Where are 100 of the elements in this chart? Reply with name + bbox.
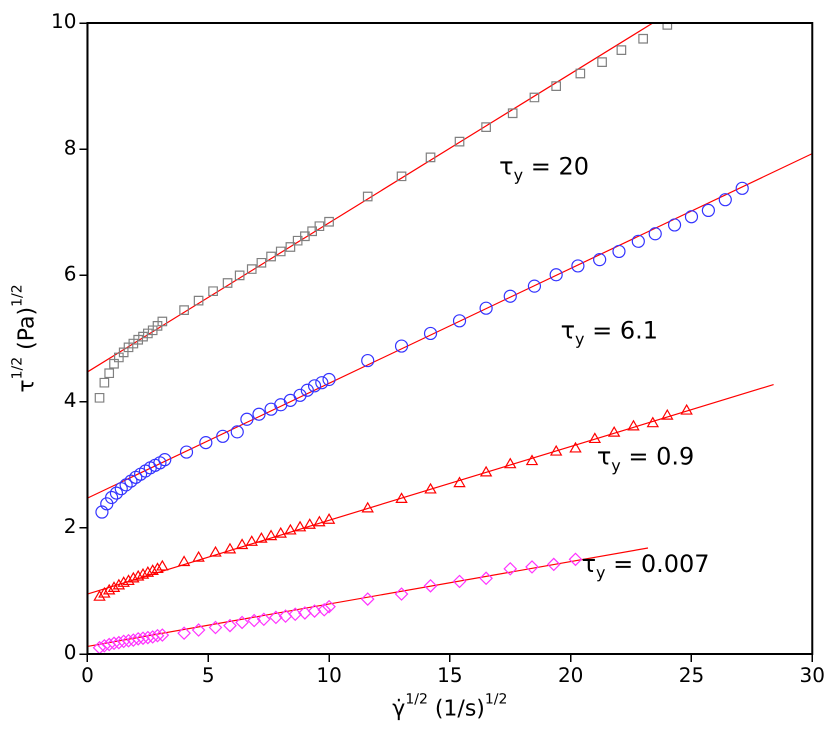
point [158, 453, 172, 466]
y-tick-label: 0 [64, 640, 76, 664]
point [680, 404, 692, 415]
point [648, 227, 662, 240]
point [117, 634, 130, 648]
point [129, 470, 142, 484]
point [138, 332, 148, 342]
point [452, 574, 466, 588]
point [323, 514, 335, 524]
point [113, 579, 125, 590]
point [178, 556, 190, 566]
point [246, 264, 257, 274]
x-tick-label: 25 [678, 663, 704, 688]
point [148, 458, 162, 472]
x-tick-label: 20 [558, 663, 584, 688]
point [199, 436, 212, 450]
point [118, 348, 129, 358]
point [177, 626, 191, 640]
point [152, 562, 164, 574]
point [426, 152, 436, 162]
y-tick-label: 2 [64, 514, 76, 538]
point [216, 430, 230, 443]
point [286, 242, 296, 252]
point [284, 394, 297, 407]
point [571, 259, 585, 273]
point [550, 445, 562, 456]
point [550, 268, 563, 282]
point [128, 338, 138, 348]
point [668, 218, 682, 232]
point [133, 334, 144, 345]
point [276, 246, 286, 256]
point [109, 358, 119, 369]
point [298, 606, 312, 620]
point [662, 410, 674, 420]
point [300, 384, 314, 397]
point [257, 612, 270, 626]
point [179, 305, 189, 315]
point [361, 354, 374, 368]
point [300, 231, 310, 242]
point [128, 572, 140, 583]
point [638, 34, 648, 44]
point [107, 636, 121, 650]
point [134, 468, 148, 481]
point [394, 587, 408, 601]
y-tick-label: 8 [64, 135, 76, 160]
point [120, 478, 133, 492]
point [528, 280, 542, 293]
point [142, 566, 154, 577]
point [98, 639, 111, 652]
point [480, 572, 493, 585]
point [322, 372, 336, 386]
point [122, 574, 134, 586]
point [126, 634, 140, 647]
point [362, 192, 373, 202]
point [208, 286, 218, 296]
point [153, 456, 167, 470]
point [141, 630, 154, 644]
point [122, 634, 136, 648]
point [192, 623, 206, 637]
point [307, 226, 317, 236]
point [480, 466, 492, 477]
point [98, 587, 110, 598]
point [612, 244, 626, 258]
point [144, 461, 157, 474]
point [146, 564, 158, 575]
point [396, 492, 408, 504]
point [589, 432, 601, 444]
point [288, 608, 302, 621]
point [264, 402, 278, 416]
point [530, 92, 540, 102]
point [223, 619, 237, 632]
point [156, 560, 168, 571]
point [684, 210, 698, 224]
point [593, 253, 606, 266]
point [570, 442, 582, 453]
point [293, 388, 307, 402]
point [103, 584, 115, 594]
point [222, 278, 232, 288]
point [504, 562, 517, 576]
point [266, 252, 276, 262]
point [294, 521, 306, 532]
x-tick-label: 0 [81, 663, 94, 688]
point [362, 502, 374, 512]
point [105, 490, 118, 504]
point [632, 234, 645, 248]
point [132, 632, 145, 646]
x-tick-label: 5 [202, 663, 215, 688]
point [252, 408, 266, 421]
point [92, 641, 106, 654]
point [110, 486, 124, 500]
point [137, 568, 149, 579]
point [148, 325, 158, 336]
point [256, 258, 266, 268]
point [454, 477, 466, 488]
point [132, 570, 144, 581]
point [152, 321, 162, 331]
point [394, 339, 408, 353]
point [143, 328, 153, 338]
point [525, 560, 539, 574]
point [274, 398, 288, 412]
